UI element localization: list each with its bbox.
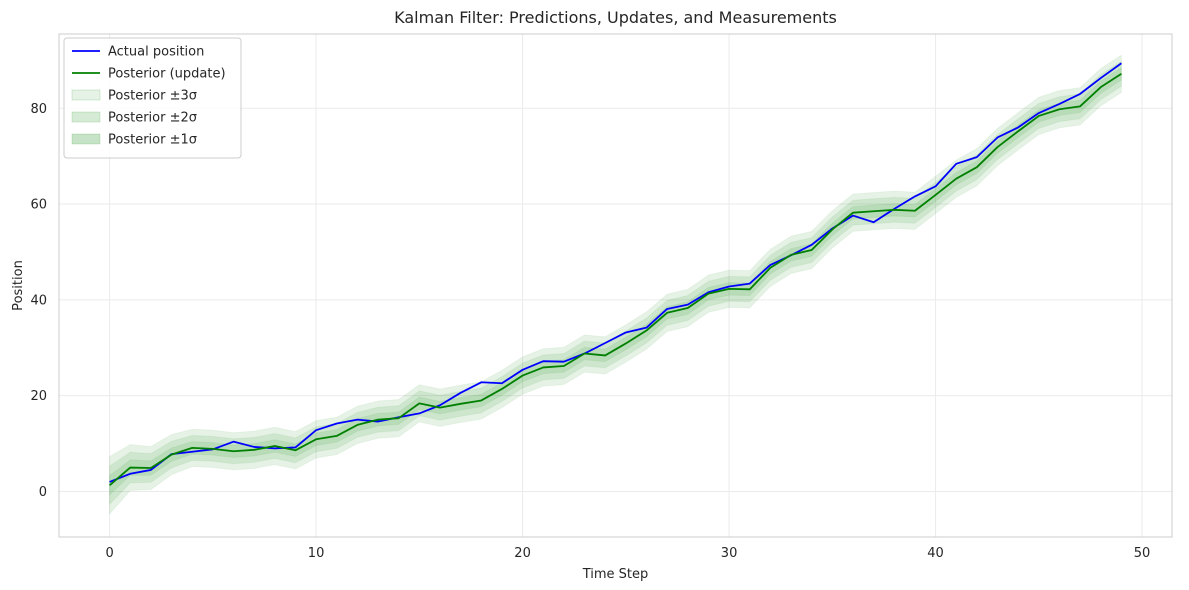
plot-area xyxy=(58,33,1173,538)
legend-patch-swatch xyxy=(71,133,101,145)
legend-box xyxy=(63,37,242,159)
x-tick-label: 10 xyxy=(308,546,325,561)
x-axis-ticks: 0 10 20 30 40 50 xyxy=(105,546,1150,561)
x-tick-label: 40 xyxy=(927,546,944,561)
legend-label: Posterior ±1σ xyxy=(108,133,197,148)
y-tick-label: 0 xyxy=(39,485,47,500)
x-tick-label: 0 xyxy=(105,546,113,561)
x-axis-label: Time Step xyxy=(582,567,649,582)
legend-label: Posterior ±2σ xyxy=(108,111,197,126)
y-axis-ticks: 0 20 40 60 80 xyxy=(30,102,47,500)
y-tick-label: 40 xyxy=(30,293,47,308)
y-axis-label: Position xyxy=(11,260,26,311)
y-tick-label: 60 xyxy=(30,198,47,213)
y-tick-label: 80 xyxy=(30,102,47,117)
legend-label: Posterior (update) xyxy=(108,67,226,82)
uncertainty-bands xyxy=(109,54,1122,516)
actual-position-line xyxy=(109,62,1122,483)
x-tick-label: 50 xyxy=(1134,546,1151,561)
series-lines xyxy=(109,62,1122,486)
x-tick-label: 20 xyxy=(514,546,531,561)
posterior-update-line xyxy=(109,73,1122,486)
grid xyxy=(59,34,1172,537)
band-sigma-2 xyxy=(109,60,1122,506)
y-tick-label: 20 xyxy=(30,389,47,404)
x-tick-label: 30 xyxy=(721,546,738,561)
axes-background xyxy=(59,34,1172,537)
legend-patch-swatch xyxy=(71,111,101,123)
axes-frame xyxy=(58,33,1173,538)
legend-patch-swatch xyxy=(71,89,101,101)
legend-label: Posterior ±3σ xyxy=(108,89,197,104)
chart-title: Kalman Filter: Predictions, Updates, and… xyxy=(394,8,837,27)
band-sigma-1 xyxy=(109,66,1122,497)
legend: Actual position Posterior (update) Posteri… xyxy=(63,37,242,159)
legend-label: Actual position xyxy=(108,45,204,60)
band-sigma-3 xyxy=(109,54,1122,516)
